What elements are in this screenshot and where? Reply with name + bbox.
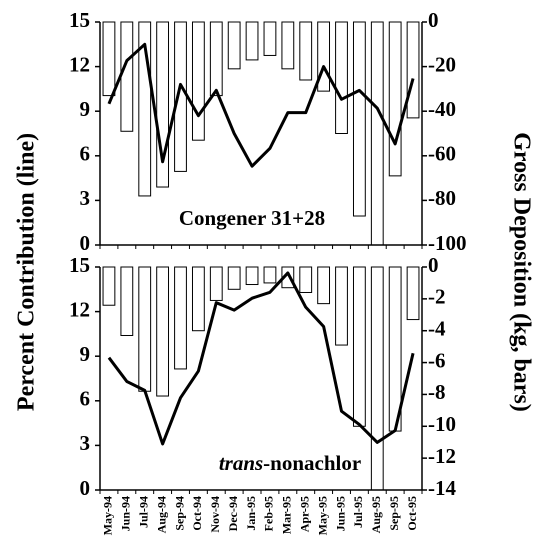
- annotation: trans-nonachlor: [219, 451, 361, 475]
- x-tick-label: Aug-94: [154, 496, 168, 533]
- y-tick-label: 0: [80, 476, 91, 500]
- bar: [102, 266, 116, 306]
- y2-tick-label: -100: [428, 231, 467, 255]
- bar: [370, 21, 384, 246]
- bar: [120, 21, 134, 132]
- y2-tick-label: -60: [428, 142, 456, 166]
- y-tick-label: 3: [80, 431, 91, 455]
- bar: [120, 266, 134, 336]
- bar: [370, 266, 384, 491]
- bar: [209, 21, 223, 97]
- bar: [245, 21, 259, 61]
- y2-tick-label: -6: [428, 348, 446, 372]
- y-tick-label: 12: [69, 52, 90, 76]
- line: [107, 271, 415, 446]
- bar: [138, 21, 152, 197]
- bar: [335, 266, 348, 346]
- y2-tick-label: 0: [428, 8, 439, 32]
- x-tick-label: Jun-94: [119, 496, 133, 531]
- bar: [263, 21, 277, 56]
- bar: [406, 21, 420, 119]
- x-tick-label: May-94: [101, 496, 115, 535]
- y2-tick-label: -8: [428, 380, 446, 404]
- y2-tick-label: -80: [428, 186, 456, 210]
- x-tick-label: Jan-95: [244, 496, 258, 531]
- x-tick-label: Oct-94: [190, 496, 204, 531]
- y-tick-label: 9: [80, 342, 91, 366]
- bar: [406, 266, 420, 321]
- bar: [102, 21, 116, 97]
- bar: [299, 21, 313, 81]
- y2-tick-label: -10: [428, 412, 456, 436]
- x-tick-label: Oct-95: [405, 496, 419, 531]
- x-tick-label: Aug-95: [369, 496, 383, 533]
- x-tick-label: Feb-95: [262, 496, 276, 531]
- x-tick-label: Jun-95: [333, 496, 347, 531]
- y-tick-label: 6: [80, 387, 91, 411]
- bar: [317, 21, 331, 92]
- y-axis-label: Percent Contribution (line): [14, 133, 40, 411]
- y-tick-label: 6: [80, 142, 91, 166]
- bar: [352, 21, 366, 217]
- bar: [156, 21, 170, 188]
- annotation-italic: trans: [219, 451, 263, 475]
- bar: [138, 266, 152, 392]
- y2-tick-label: -4: [428, 317, 446, 341]
- y-tick-label: 12: [69, 297, 90, 321]
- y-tick-label: 3: [80, 186, 91, 210]
- y-tick-label: 9: [80, 97, 91, 121]
- bar: [281, 21, 295, 70]
- x-tick-label: Sep-95: [387, 496, 401, 531]
- y2-tick-label: 0: [428, 253, 439, 277]
- bar: [174, 266, 187, 370]
- y2-tick-label: -14: [428, 476, 456, 500]
- line: [107, 42, 415, 168]
- bar: [335, 21, 348, 134]
- x-tick-label: Sep-94: [172, 496, 186, 531]
- bar: [156, 266, 170, 397]
- bar: [263, 266, 277, 284]
- y2-tick-label: -2: [428, 285, 446, 309]
- bar: [191, 21, 205, 141]
- x-tick-label: Nov-94: [208, 496, 222, 533]
- x-tick-label: Mar-95: [280, 496, 294, 534]
- y2-tick-label: -20: [428, 52, 456, 76]
- bar: [245, 266, 259, 286]
- annotation-text: -nonachlor: [263, 451, 361, 475]
- y2-axis-label: Gross Deposition (kg, bars): [508, 132, 534, 412]
- bar: [227, 266, 241, 290]
- bar: [227, 21, 241, 70]
- x-tick-label: Jul-95: [351, 496, 365, 528]
- bar: [388, 21, 402, 177]
- x-tick-label: May-95: [315, 496, 329, 535]
- bar: [317, 266, 331, 305]
- bar: [191, 266, 205, 332]
- annotation-text: Congener 31+28: [179, 206, 325, 230]
- x-tick-label: Jul-94: [136, 496, 150, 528]
- x-tick-label: Dec-94: [226, 496, 240, 531]
- y-tick-label: 15: [69, 253, 90, 277]
- annotation: Congener 31+28: [179, 206, 325, 230]
- y2-tick-label: -40: [428, 97, 456, 121]
- bar: [299, 266, 313, 293]
- x-tick-label: Apr-95: [297, 496, 311, 532]
- y2-tick-label: -12: [428, 444, 456, 468]
- y-tick-label: 15: [69, 8, 90, 32]
- bar: [352, 266, 366, 427]
- y-tick-label: 0: [80, 231, 91, 255]
- bar: [209, 266, 223, 301]
